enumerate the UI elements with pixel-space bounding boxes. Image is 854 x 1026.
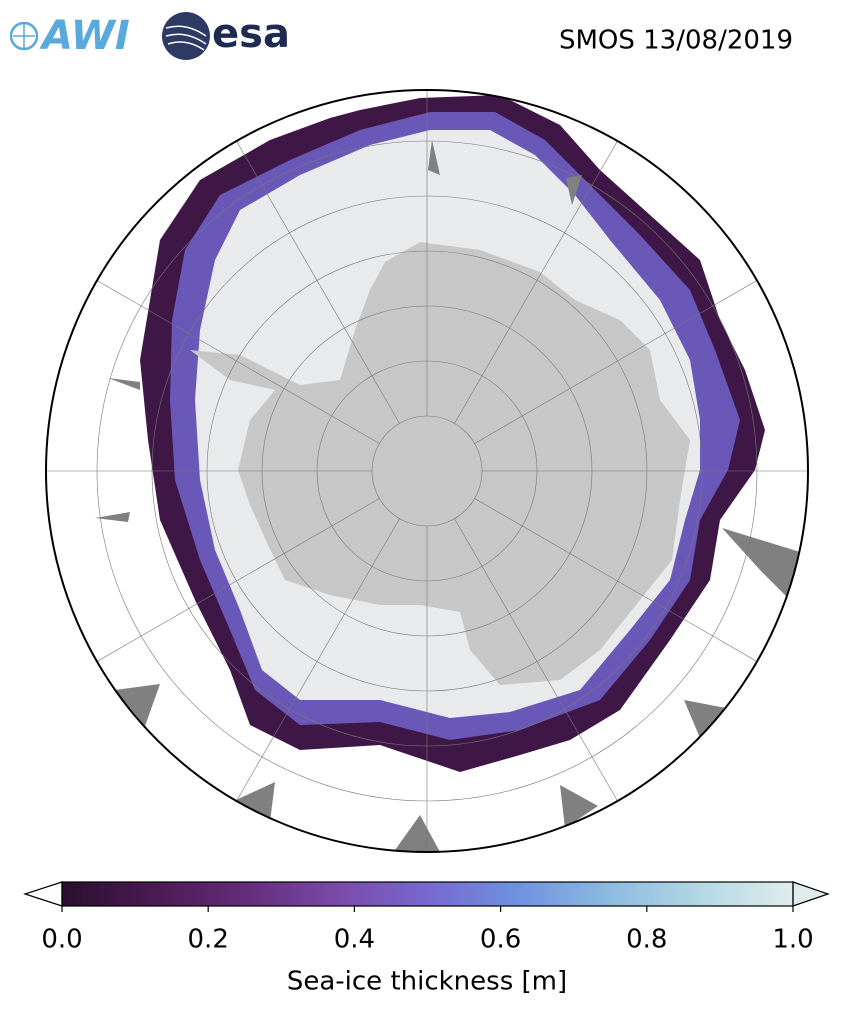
colorbar-extend-low (23, 881, 63, 907)
awi-logo-text: AWI (39, 13, 130, 59)
map-border (45, 89, 809, 853)
esa-logo-text: esa (212, 11, 290, 57)
title: SMOS 13/08/2019 (559, 26, 793, 56)
colorbar-scale (62, 882, 793, 906)
esa-logo: esa (162, 11, 290, 60)
map (46, 90, 808, 852)
colorbar: 0.0 0.2 0.4 0.6 0.8 1.0 (23, 881, 830, 955)
meridian (80, 270, 380, 444)
colorbar-tick-label: 1.0 (772, 925, 813, 955)
meridian (474, 270, 774, 444)
colorbar-tick-label: 0.6 (480, 925, 521, 955)
colorbar-frame (61, 881, 794, 907)
colorbar-tick-label: 0.4 (334, 925, 375, 955)
meridian (474, 498, 774, 672)
meridian (226, 124, 400, 424)
meridian (454, 124, 628, 424)
colorbar-label: Sea-ice thickness [m] (287, 967, 567, 997)
meridian (226, 518, 400, 818)
awi-logo: AWI (9, 13, 130, 59)
colorbar-extend-high (792, 881, 830, 907)
antarctica (190, 242, 690, 685)
meridian (80, 498, 380, 672)
meridian (454, 518, 628, 818)
colorbar-tick-label: 0.2 (188, 925, 229, 955)
colorbar-tick-label: 0.8 (626, 925, 667, 955)
graticule (46, 90, 808, 852)
colorbar-tick-label: 0.0 (41, 925, 82, 955)
land-fragments (95, 140, 800, 852)
